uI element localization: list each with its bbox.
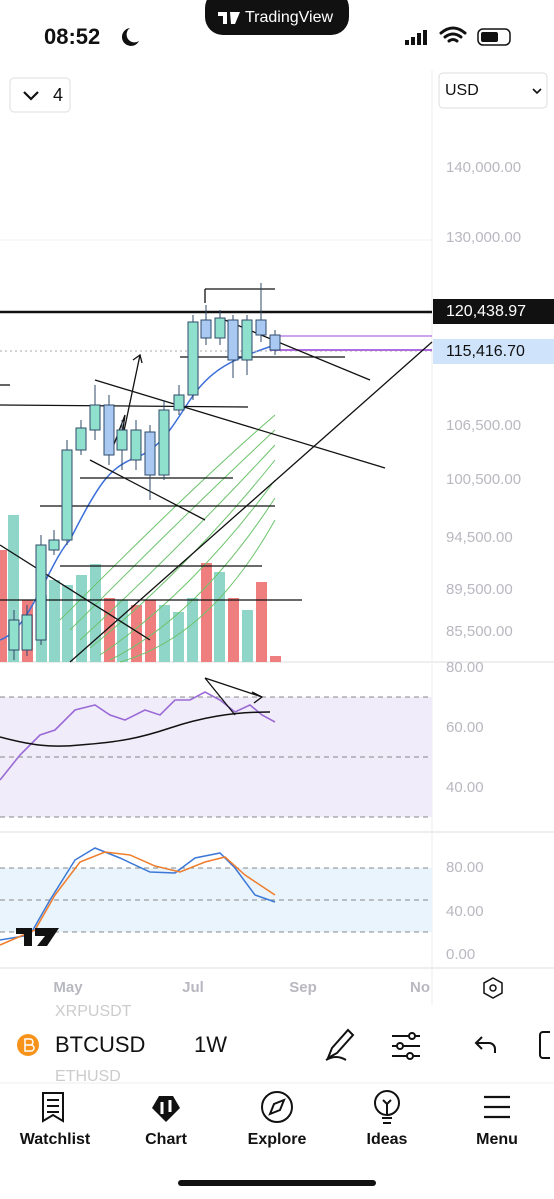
ideas-icon-detail: [382, 1099, 392, 1124]
price-label: 85,500.00: [446, 623, 513, 640]
next-symbol: ETHUSD: [55, 1068, 121, 1085]
home-indicator: [178, 1180, 376, 1186]
chevron: [532, 88, 542, 95]
time-label: Sep: [289, 979, 317, 996]
tv-watermark: [16, 928, 59, 946]
stoch-levels: [0, 867, 432, 933]
nav-item[interactable]: Explore: [248, 1131, 307, 1148]
symbol[interactable]: BTCUSD: [55, 1032, 145, 1057]
battery-icon: [477, 28, 511, 46]
marker-price: 115,416.70: [446, 343, 525, 360]
btc-symbol: [24, 1038, 35, 1052]
candles: [8, 283, 281, 660]
chart-icon-candles: [160, 1100, 172, 1114]
currency-dropdown[interactable]: [438, 72, 548, 109]
rsi-label: 60.00: [446, 719, 484, 736]
battery-level: [481, 32, 498, 42]
fullscreen-icon[interactable]: [539, 1031, 550, 1059]
stoch-label: 40.00: [446, 903, 484, 920]
undo-icon[interactable]: [474, 1036, 496, 1053]
chart-icon: [152, 1096, 180, 1122]
stoch-d: [0, 851, 276, 946]
draw-icon[interactable]: [325, 1028, 355, 1061]
price-label: 106,500.00: [446, 417, 521, 434]
signal-icon: [405, 30, 427, 45]
last-price: 120,438.97: [446, 303, 526, 320]
nav-item[interactable]: Chart: [145, 1131, 187, 1148]
rsi-ma: [0, 711, 271, 747]
layout-button[interactable]: [9, 77, 71, 113]
settings-icon[interactable]: [483, 977, 503, 999]
interval[interactable]: 1W: [194, 1032, 227, 1057]
clock: 08:52: [44, 24, 100, 49]
rsi-label: 40.00: [446, 779, 484, 796]
ideas-icon: [374, 1090, 400, 1116]
prev-symbol: XRPUSDT: [55, 1003, 132, 1020]
ma-ribbon: [59, 414, 276, 663]
price-label: 130,000.00: [446, 229, 521, 246]
chevron: [23, 91, 39, 101]
rsi-drawing: [204, 677, 264, 716]
time-label: Jul: [182, 979, 204, 996]
stoch-label: 80.00: [446, 859, 484, 876]
last-price-tag: [433, 299, 554, 324]
time-label: No: [410, 979, 430, 996]
price-label: 94,500.00: [446, 529, 513, 546]
menu-icon: [484, 1095, 510, 1119]
stoch-k: [0, 847, 276, 941]
nav-item[interactable]: Ideas: [367, 1131, 408, 1148]
wifi-icon: [439, 26, 467, 43]
price-label: 100,500.00: [446, 471, 521, 488]
nav-item[interactable]: Menu: [476, 1131, 518, 1148]
ema-line: [0, 344, 276, 641]
explore-needle: [268, 1098, 286, 1116]
rsi-line: [0, 691, 276, 781]
layout-count: 4: [53, 85, 63, 105]
rsi-label: 80.00: [446, 659, 484, 676]
currency: USD: [445, 82, 479, 99]
app-name: TradingView: [245, 9, 333, 26]
app-pill: [205, 0, 349, 35]
settings-icon-center: [489, 984, 497, 992]
marker-price-tag: [433, 339, 554, 364]
watchlist-icon: [42, 1092, 64, 1123]
moon-icon: [121, 28, 139, 46]
price-label: 140,000.00: [446, 159, 521, 176]
drawings: [0, 288, 433, 663]
explore-icon: [261, 1091, 293, 1123]
price-label: 89,500.00: [446, 581, 513, 598]
indicators-icon[interactable]: [392, 1032, 420, 1060]
time-label: May: [53, 979, 83, 996]
tv-logo: [218, 12, 240, 24]
stoch-label: 0.00: [446, 946, 475, 963]
nav-item[interactable]: Watchlist: [20, 1131, 91, 1148]
